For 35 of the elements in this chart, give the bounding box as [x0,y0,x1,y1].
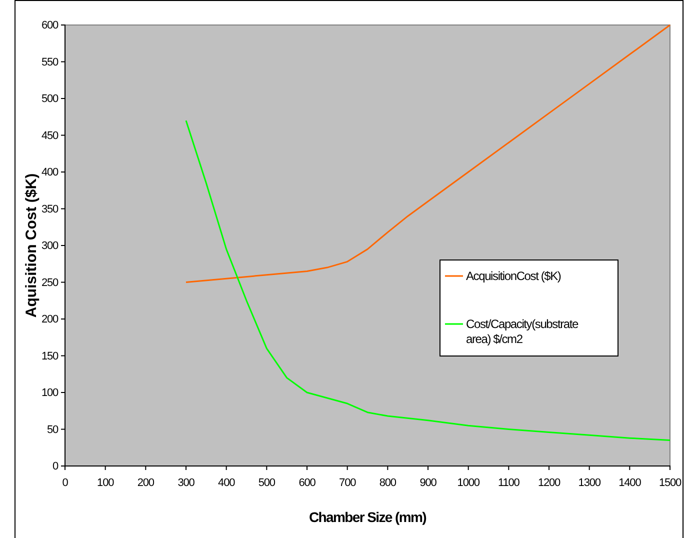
x-tick-label: 600 [298,477,316,490]
line-series [185,120,671,442]
x-tick-label: 1200 [538,477,561,490]
x-tick-label: 800 [379,477,396,490]
line-series [185,24,671,283]
y-axis-title: Aquisition Cost ($K) [23,173,40,318]
y-tick-label: 450 [41,130,58,142]
x-axis-title: Chamber Size (mm) [308,509,426,525]
x-tick-label: 1100 [498,477,520,490]
y-tick-label: 0 [52,460,58,473]
x-tick-label: 900 [420,477,437,490]
legend-label: AcquisitionCost ($K) [466,269,562,283]
y-tick-label: 100 [41,387,58,400]
x-tick-label: 1000 [457,477,480,490]
x-tick-label: 200 [137,477,154,490]
y-tick-label: 150 [41,350,58,362]
y-tick-label: 550 [41,56,58,68]
x-tick-label: 1400 [618,477,642,490]
x-tick-label: 700 [339,477,356,490]
x-tick-label: 0 [62,477,68,490]
legend-label: Cost/Capacity(substrate area) $/cm2 [466,317,579,346]
x-tick-label: 100 [97,477,114,490]
y-tick-label: 600 [41,20,58,32]
x-tick-label: 1300 [578,477,601,490]
y-tick-label: 350 [41,203,58,216]
x-tick-label: 1500 [658,477,682,490]
y-tick-label: 200 [41,314,58,326]
y-tick-label: 500 [41,93,58,106]
y-tick-label: 250 [41,276,58,289]
y-tick-label: 300 [41,240,58,252]
x-tick-label: 400 [218,477,236,490]
y-tick-label: 400 [41,166,58,179]
x-tick-label: 500 [258,477,276,490]
y-tick-label: 50 [46,424,58,436]
x-tick-label: 300 [178,477,195,490]
